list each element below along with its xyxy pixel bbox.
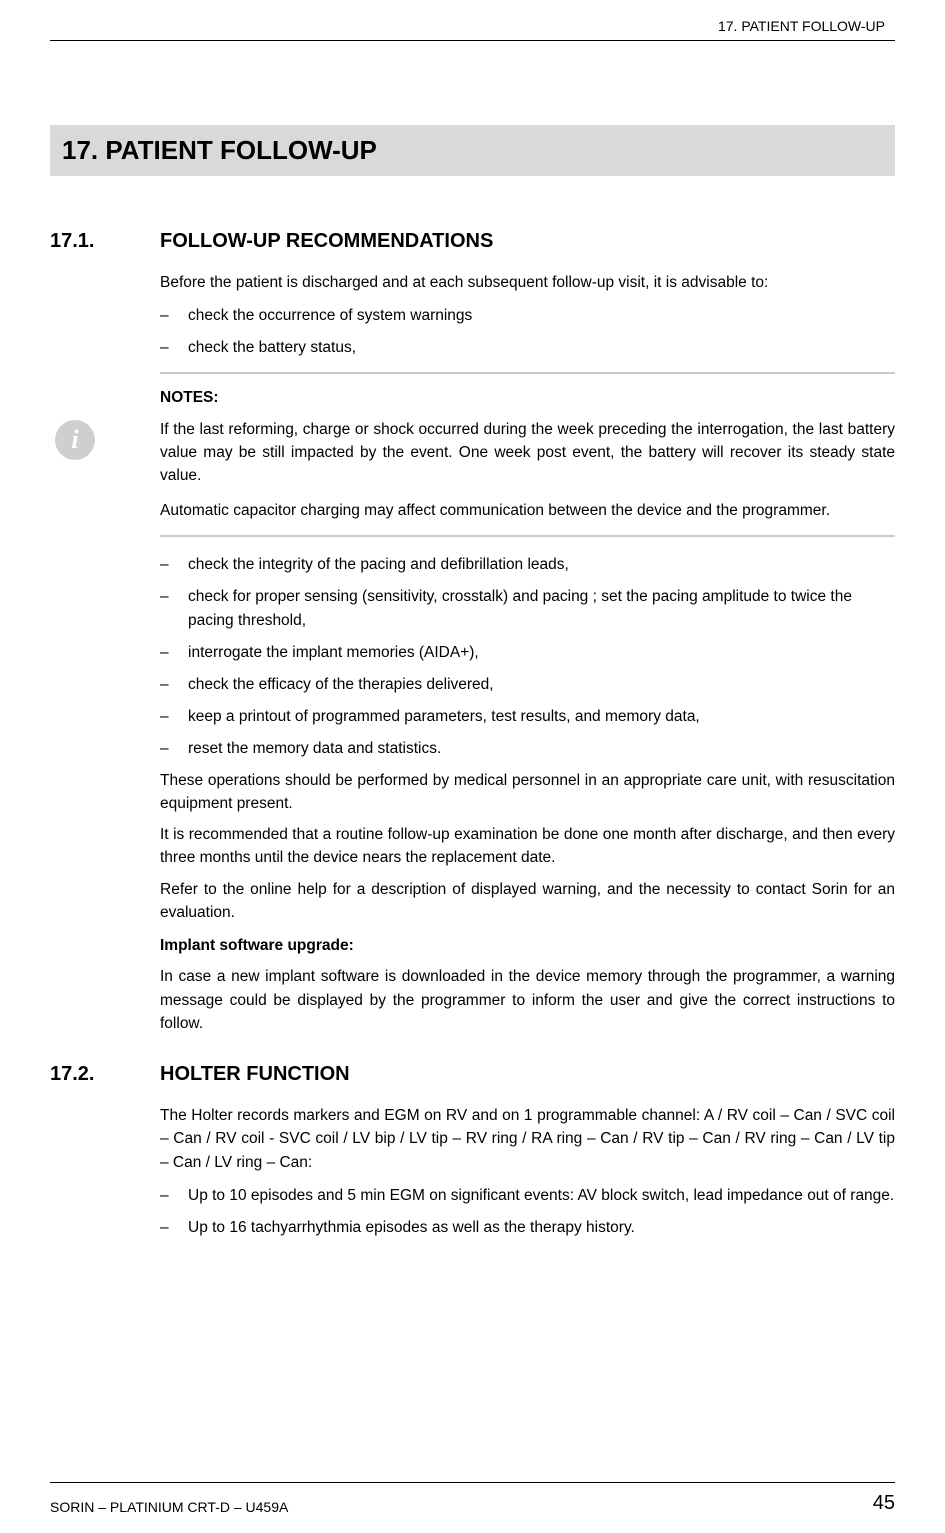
list-item: keep a printout of programmed parameters… bbox=[160, 705, 895, 729]
footer-left-text: SORIN – PLATINIUM CRT-D – U459A bbox=[50, 1499, 288, 1515]
notes-block: NOTES: If the last reforming, charge or … bbox=[160, 372, 895, 536]
section-1-bullets-post: check the integrity of the pacing and de… bbox=[160, 553, 895, 761]
notes-paragraph: Automatic capacitor charging may affect … bbox=[160, 499, 895, 522]
list-item: Up to 10 episodes and 5 min EGM on signi… bbox=[160, 1184, 895, 1208]
chapter-banner: 17. PATIENT FOLLOW-UP bbox=[50, 125, 895, 176]
notes-rule-top bbox=[160, 372, 895, 374]
info-icon-glyph: i bbox=[71, 425, 78, 455]
section-1-heading: 17.1. FOLLOW-UP RECOMMENDATIONS bbox=[50, 230, 895, 253]
section-1-title: FOLLOW-UP RECOMMENDATIONS bbox=[160, 230, 493, 253]
content-area: 17.1. FOLLOW-UP RECOMMENDATIONS Before t… bbox=[50, 230, 895, 1248]
section-2-title: HOLTER FUNCTION bbox=[160, 1063, 350, 1086]
header-rule bbox=[50, 40, 895, 41]
section-2-intro: The Holter records markers and EGM on RV… bbox=[160, 1104, 895, 1174]
notes-paragraph: If the last reforming, charge or shock o… bbox=[160, 418, 895, 488]
section-1-body: Before the patient is discharged and at … bbox=[160, 271, 895, 1035]
chapter-title: 17. PATIENT FOLLOW-UP bbox=[62, 135, 883, 166]
running-head: 17. PATIENT FOLLOW-UP bbox=[718, 18, 885, 34]
footer-rule bbox=[50, 1482, 895, 1483]
section-1-bullets-pre: check the occurrence of system warnings … bbox=[160, 304, 895, 360]
section-2-bullets: Up to 10 episodes and 5 min EGM on signi… bbox=[160, 1184, 895, 1240]
chapter-number: 17. bbox=[62, 135, 98, 165]
notes-label-text: NOTES: bbox=[160, 389, 219, 406]
section-1-number: 17.1. bbox=[50, 230, 160, 253]
notes-rule-bottom bbox=[160, 535, 895, 537]
list-item: interrogate the implant memories (AIDA+)… bbox=[160, 641, 895, 665]
notes-text: If the last reforming, charge or shock o… bbox=[160, 418, 895, 523]
list-item: reset the memory data and statistics. bbox=[160, 737, 895, 761]
notes-label: NOTES: bbox=[160, 386, 895, 409]
section-1-intro: Before the patient is discharged and at … bbox=[160, 271, 895, 294]
section-2-number: 17.2. bbox=[50, 1063, 160, 1086]
list-item: check for proper sensing (sensitivity, c… bbox=[160, 585, 895, 633]
info-icon: i bbox=[55, 420, 95, 460]
list-item: check the battery status, bbox=[160, 336, 895, 360]
page-number: 45 bbox=[873, 1492, 895, 1515]
section-1-para: In case a new implant software is downlo… bbox=[160, 965, 895, 1035]
implant-software-subheading: Implant software upgrade: bbox=[160, 934, 895, 957]
chapter-title-text: PATIENT FOLLOW-UP bbox=[105, 135, 376, 165]
page-footer: SORIN – PLATINIUM CRT-D – U459A 45 bbox=[50, 1492, 895, 1515]
list-item: check the occurrence of system warnings bbox=[160, 304, 895, 328]
section-2-heading: 17.2. HOLTER FUNCTION bbox=[50, 1063, 895, 1086]
section-1-para: It is recommended that a routine follow-… bbox=[160, 823, 895, 870]
section-2-body: The Holter records markers and EGM on RV… bbox=[160, 1104, 895, 1240]
list-item: check the efficacy of the therapies deli… bbox=[160, 673, 895, 697]
section-1-para: These operations should be performed by … bbox=[160, 769, 895, 816]
section-1-para: Refer to the online help for a descripti… bbox=[160, 878, 895, 925]
list-item: check the integrity of the pacing and de… bbox=[160, 553, 895, 577]
section-2: 17.2. HOLTER FUNCTION The Holter records… bbox=[50, 1063, 895, 1240]
list-item: Up to 16 tachyarrhythmia episodes as wel… bbox=[160, 1216, 895, 1240]
